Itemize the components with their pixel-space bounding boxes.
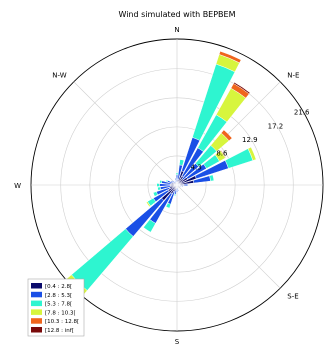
legend-label: [2.8 : 5.3[ <box>45 293 72 299</box>
wedge-sector-8-bin-1 <box>183 183 189 187</box>
wedge-sector-26-bin-2 <box>165 179 169 183</box>
legend-swatch <box>31 300 42 307</box>
legend-swatch <box>31 327 42 333</box>
wedge-layer <box>58 50 257 304</box>
wedge-sector-1-bin-2 <box>179 159 185 166</box>
wedge-sector-0-bin-2 <box>175 172 179 176</box>
legend-label: [7.8 : 10.3[ <box>45 310 76 316</box>
wedge-sector-19-bin-2 <box>143 219 156 233</box>
legend: [0.4 : 2.8[ [2.8 : 5.3[ [5.3 : 7.8[ [7.8 : … <box>27 278 85 337</box>
wedge-sector-2-bin-4 <box>218 50 242 64</box>
direction-label-n-e: N-E <box>287 72 299 80</box>
direction-label-s: S <box>175 338 180 346</box>
grid-spoke <box>73 81 178 186</box>
direction-label-w: W <box>14 182 21 190</box>
ring-label: 4.3 <box>191 163 202 171</box>
wedge-sector-4-bin-4 <box>220 129 233 142</box>
legend-label: [12.8 : inf[ <box>45 328 74 334</box>
wedge-sector-10-bin-1 <box>179 185 182 188</box>
wedge-sector-25-bin-2 <box>159 179 163 184</box>
legend-swatch <box>31 309 42 315</box>
chart-title: Wind simulated with BEPBEM <box>118 10 235 19</box>
direction-label-n-w: N-W <box>52 72 66 80</box>
wedge-sector-31-bin-1 <box>174 178 177 183</box>
wedge-sector-3-bin-5 <box>233 81 251 95</box>
legend-swatch <box>31 283 42 289</box>
ring-label: 8.6 <box>216 150 228 158</box>
wedge-sector-7-bin-2 <box>209 174 215 182</box>
direction-label-s-e: S-E <box>287 292 298 300</box>
wedge-sector-6-bin-3 <box>247 146 257 161</box>
legend-swatch <box>31 291 42 298</box>
ring-label: 21.6 <box>294 108 310 116</box>
wedge-sector-23-bin-2 <box>157 186 162 191</box>
ring-labels: 4.3 8.6 12.9 17.2 21.6 <box>191 108 310 171</box>
wedge-sector-22-bin-2 <box>152 191 159 197</box>
wedge-sector-27-bin-1 <box>170 180 175 184</box>
legend-label: [10.3 : 12.8[ <box>45 319 79 325</box>
legend-label: [0.4 : 2.8[ <box>45 284 72 290</box>
wedge-sector-9-bin-1 <box>180 185 184 187</box>
ring-label: 17.2 <box>268 122 284 130</box>
wedge-sector-18-bin-2 <box>165 202 172 209</box>
wedge-sector-24-bin-2 <box>156 183 160 187</box>
wedge-sector-17-bin-2 <box>173 193 177 197</box>
wedge-sector-28-bin-1 <box>172 180 176 184</box>
legend-swatch <box>31 318 42 324</box>
legend-label: [5.3 : 7.8[ <box>45 302 72 308</box>
wedge-sector-5-bin-4 <box>220 149 227 159</box>
wedge-sector-21-bin-3 <box>145 201 151 208</box>
direction-label-n: N <box>174 26 179 34</box>
wedge-sector-6-bin-2 <box>224 148 254 169</box>
grid-spoke <box>176 184 281 289</box>
ring-label: 12.9 <box>242 136 258 144</box>
